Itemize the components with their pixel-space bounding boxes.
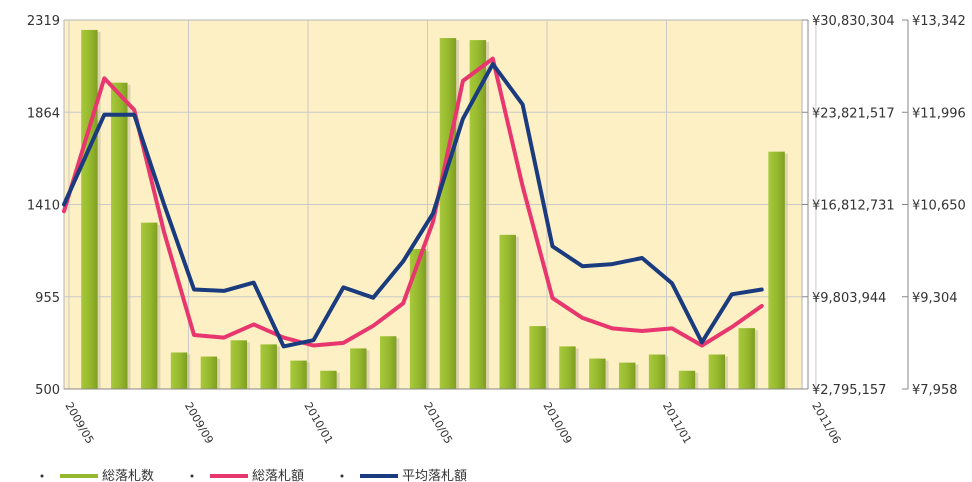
right-axis-1-ticks: ¥30,830,304 ¥23,821,517 ¥16,812,731 ¥9,803,… <box>802 14 895 398</box>
bar <box>350 348 367 389</box>
x-tick-label: 2011/01 <box>660 400 694 446</box>
legend-label: 総落札数 <box>102 469 154 482</box>
right1-tick-label: ¥2,795,157 <box>812 383 886 398</box>
x-tick: 2011/06 <box>809 400 843 446</box>
bar <box>678 370 696 389</box>
bar <box>200 356 218 389</box>
x-tick: 2011/01 <box>660 400 694 446</box>
right1-tick-label: ¥23,821,517 <box>812 106 895 121</box>
x-tick-label: 2010/09 <box>540 400 574 446</box>
right2-tick-label: ¥13,342 <box>912 14 966 29</box>
legend-label: 平均落札額 <box>402 469 467 482</box>
line-average-amount <box>62 62 764 349</box>
bar <box>379 336 397 389</box>
left-tick-label: 500 <box>35 383 60 398</box>
right-axis-2-ticks: ¥13,342 ¥11,996 ¥10,650 ¥9,304 ¥7,958 <box>902 14 966 398</box>
bar <box>290 360 307 389</box>
left-tick-label: 955 <box>35 291 60 306</box>
x-tick-label: 2009/09 <box>182 400 216 446</box>
x-tick: 2009/09 <box>182 400 216 446</box>
right2-tick-label: ¥7,958 <box>912 383 958 398</box>
right1-tick-label: ¥16,812,731 <box>812 199 895 214</box>
bar <box>618 362 636 389</box>
bar <box>439 38 457 390</box>
left-axis-ticks: 2319 1864 1410 955 500 <box>27 14 60 398</box>
x-axis-ticks: 2009/05 2009/09 2010/01 2010/05 2010/09 2011/… <box>62 400 843 446</box>
bar <box>230 340 248 389</box>
bar <box>320 370 337 389</box>
bar <box>499 234 516 389</box>
legend: 総落札数 総落札額 平均落札額 <box>40 469 467 482</box>
legend-swatch <box>210 474 248 478</box>
right2-tick-label: ¥11,996 <box>912 106 966 121</box>
line-total-amount <box>62 56 764 348</box>
bar <box>409 249 427 389</box>
legend-bullet <box>40 474 44 478</box>
bar <box>768 151 785 389</box>
bar <box>589 358 606 389</box>
left-tick-label: 2319 <box>27 14 60 29</box>
legend-bullet <box>190 474 194 478</box>
bar <box>738 328 755 389</box>
bar <box>469 40 487 390</box>
x-tick: 2010/05 <box>421 400 455 446</box>
line-series <box>62 56 764 349</box>
legend-bullet <box>340 474 344 478</box>
x-tick-label: 2011/06 <box>809 400 843 446</box>
right1-tick-label: ¥9,803,944 <box>812 291 886 306</box>
bar-series <box>81 29 788 390</box>
x-tick-label: 2009/05 <box>62 400 96 446</box>
legend-swatch <box>60 474 98 478</box>
x-tick-label: 2010/05 <box>421 400 455 446</box>
right1-tick-label: ¥30,830,304 <box>812 14 895 29</box>
right2-tick-label: ¥10,650 <box>912 199 966 214</box>
bar <box>170 352 188 389</box>
x-tick: 2010/01 <box>301 400 335 446</box>
bar <box>648 354 666 389</box>
right2-tick-label: ¥9,304 <box>912 291 958 306</box>
bar <box>111 82 128 389</box>
legend-label: 総落札額 <box>252 469 304 482</box>
bar <box>559 346 576 389</box>
legend-swatch <box>360 474 398 478</box>
bar <box>81 29 98 390</box>
left-tick-label: 1864 <box>27 106 60 121</box>
left-tick-label: 1410 <box>27 199 60 214</box>
bar <box>529 326 546 389</box>
x-tick: 2010/09 <box>540 400 574 446</box>
x-tick-label: 2010/01 <box>301 400 335 446</box>
x-tick: 2009/05 <box>62 400 96 446</box>
bar <box>260 344 277 389</box>
bar <box>140 222 158 389</box>
bar <box>708 354 726 389</box>
